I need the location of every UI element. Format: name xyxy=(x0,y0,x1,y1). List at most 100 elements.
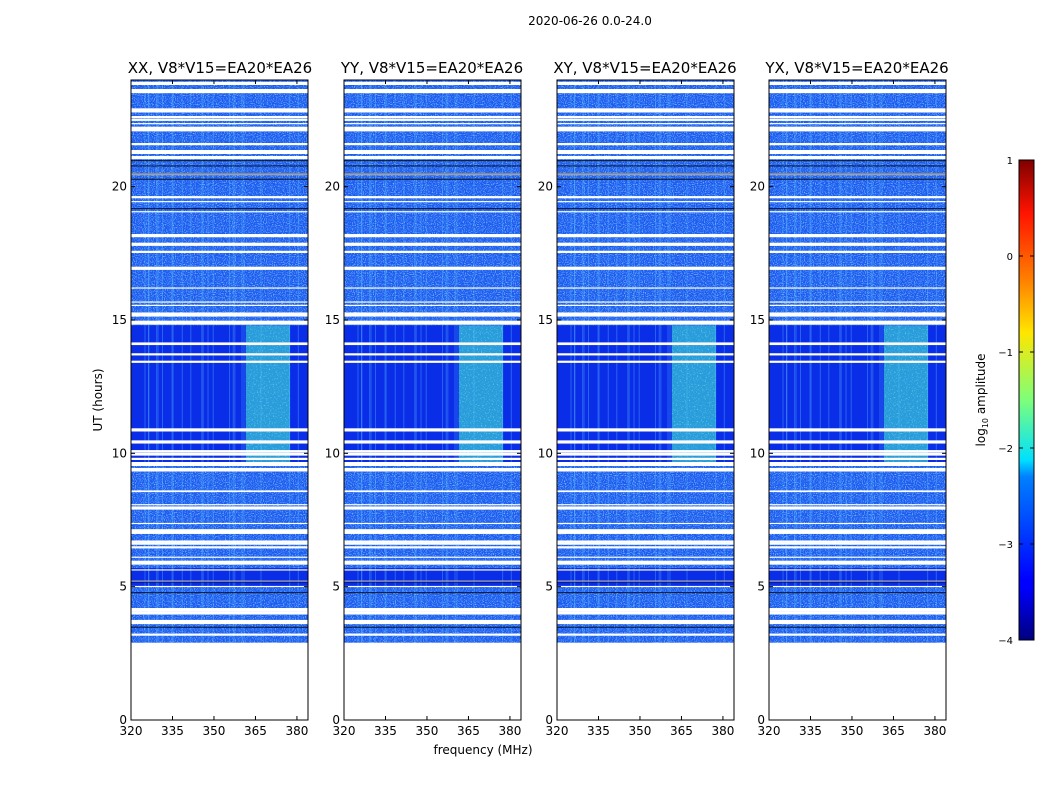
time-gap xyxy=(344,81,521,85)
panel-title-yy: YY, V8*V15=EA20*EA26 xyxy=(340,59,524,77)
axes-frame xyxy=(130,79,309,721)
time-gap xyxy=(557,569,734,571)
time-gap xyxy=(344,304,521,306)
time-gap xyxy=(557,89,734,94)
time-gap xyxy=(344,467,521,470)
y-tick-label: 15 xyxy=(325,313,340,327)
time-gap xyxy=(344,313,521,317)
time-gap xyxy=(131,130,308,132)
time-gap xyxy=(344,287,521,289)
x-tick-label: 320 xyxy=(120,724,143,738)
flag-line xyxy=(131,626,308,628)
panel-title-xx: XX, V8*V15=EA20*EA26 xyxy=(127,59,313,77)
time-gap xyxy=(769,522,946,525)
time-gap xyxy=(131,118,308,121)
flag-line xyxy=(344,626,521,628)
time-gap xyxy=(769,143,946,146)
time-gap xyxy=(769,126,946,129)
y-tick-label: 20 xyxy=(750,180,765,194)
flag-line xyxy=(557,165,734,167)
time-gap xyxy=(769,428,946,432)
time-gap xyxy=(344,569,521,571)
colorbar: 1 0 −1 −2 −3 −4 xyxy=(998,156,1035,647)
time-gap xyxy=(769,504,946,506)
time-gap xyxy=(557,320,734,325)
time-gap xyxy=(131,506,308,510)
time-gap xyxy=(769,304,946,306)
time-gap xyxy=(131,250,308,253)
time-gap xyxy=(769,342,946,345)
time-gap xyxy=(557,130,734,132)
time-gap xyxy=(344,580,521,582)
time-gap xyxy=(131,620,308,625)
y-tick-label: 20 xyxy=(538,180,553,194)
colorbar-tick-label: −1 xyxy=(998,348,1013,359)
time-gap xyxy=(131,108,308,110)
time-gap xyxy=(557,81,734,85)
panel-title-xy: XY, V8*V15=EA20*EA26 xyxy=(553,59,737,77)
time-gap xyxy=(131,211,308,213)
time-gap xyxy=(344,619,521,622)
time-gap xyxy=(344,130,521,132)
time-gap xyxy=(131,109,308,113)
flag-line xyxy=(344,581,521,583)
y-tick-label: 0 xyxy=(119,713,127,727)
time-gap xyxy=(131,490,308,493)
time-gap xyxy=(769,196,946,199)
time-gap xyxy=(344,468,521,472)
time-gap xyxy=(557,126,734,129)
time-gap xyxy=(344,353,521,356)
time-gap xyxy=(131,360,308,363)
y-tick-label: 0 xyxy=(332,713,340,727)
time-gap xyxy=(131,313,308,317)
time-gap xyxy=(769,556,946,558)
time-gap xyxy=(131,150,308,154)
time-gap xyxy=(344,201,521,203)
y-tick-label: 15 xyxy=(538,313,553,327)
time-gap xyxy=(557,123,734,125)
time-gap xyxy=(557,360,734,363)
time-gap xyxy=(131,546,308,549)
flag-line xyxy=(769,178,946,180)
time-gap xyxy=(769,155,946,160)
time-gap xyxy=(557,301,734,303)
x-tick-label: 365 xyxy=(670,724,693,738)
flag-line xyxy=(131,178,308,180)
time-gap xyxy=(131,560,308,565)
time-gap xyxy=(344,108,521,110)
time-gap xyxy=(557,546,734,549)
spectrogram-xx xyxy=(131,80,308,720)
x-tick-label: 320 xyxy=(546,724,569,738)
time-gap xyxy=(344,196,521,199)
time-gap xyxy=(131,540,308,543)
flag-line xyxy=(769,160,946,162)
x-tick-label: 350 xyxy=(416,724,439,738)
time-gap xyxy=(769,452,946,455)
time-gap xyxy=(344,546,521,549)
axes-frame xyxy=(343,79,522,721)
x-tick-label: 380 xyxy=(285,724,308,738)
time-gap xyxy=(557,611,734,615)
time-gap xyxy=(131,467,308,470)
time-gap xyxy=(131,128,308,132)
panel-xx: 320 335 350 365 380 0 5 10 15 20 xyxy=(112,79,309,738)
time-gap xyxy=(131,608,308,612)
time-gap xyxy=(344,633,521,636)
y-tick-label: 15 xyxy=(112,313,127,327)
flag-line xyxy=(769,626,946,628)
time-gap xyxy=(344,457,521,460)
time-gap xyxy=(344,428,521,432)
time-gap xyxy=(557,196,734,199)
time-gap xyxy=(769,450,946,453)
colorbar-tick-label: −2 xyxy=(998,444,1013,455)
flag-line xyxy=(344,208,521,210)
time-gap xyxy=(769,242,946,246)
x-tick-label: 350 xyxy=(629,724,652,738)
time-gap xyxy=(131,266,308,270)
flag-line xyxy=(769,581,946,583)
time-gap xyxy=(557,304,734,306)
time-gap xyxy=(557,522,734,525)
time-gap xyxy=(131,522,308,525)
time-gap xyxy=(344,542,521,545)
